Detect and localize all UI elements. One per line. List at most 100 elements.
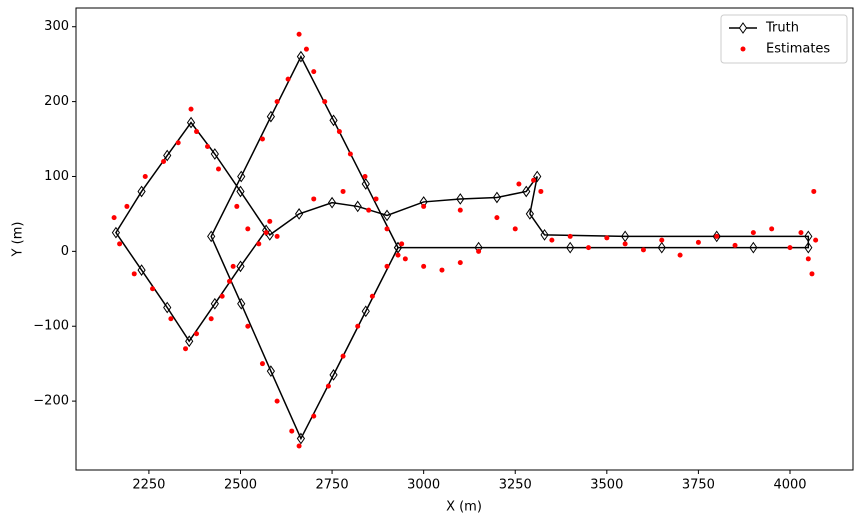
truth-marker [749,241,758,254]
truth-marker [804,241,813,254]
estimate-point [538,188,544,194]
estimate-point [476,248,482,254]
estimate-point [421,263,427,269]
estimate-point [384,226,390,232]
estimate-point [373,196,379,202]
x-tick-label: 4000 [773,478,806,493]
estimate-point [274,99,280,105]
estimate-point [274,233,280,239]
estimate-point [296,443,302,449]
estimate-point [549,237,555,243]
truth-marker [236,260,245,273]
estimate-point [369,293,375,299]
truth-marker [210,148,219,160]
estimate-point [805,256,811,262]
truth-marker [111,226,121,239]
estimate-point [311,196,317,202]
estimate-point [340,353,346,359]
truth-marker [712,230,721,243]
x-tick-label: 3000 [407,478,440,493]
estimate-point [586,245,592,251]
estimate-point [604,235,610,241]
estimate-point [216,166,222,172]
truth-marker [296,50,306,63]
x-tick-label: 3750 [682,478,715,493]
y-tick-label: −100 [33,319,69,334]
truth-marker [294,208,304,220]
estimate-point [769,226,775,232]
truth-marker [566,241,575,254]
estimate-point [567,233,573,239]
truth-marker [237,297,246,310]
estimate-point [512,226,518,232]
estimate-point [117,241,123,247]
truth-marker [236,185,245,198]
legend-marker [738,22,748,34]
estimate-point [245,226,251,232]
estimate-point [421,203,427,209]
estimate-point [131,271,137,277]
estimate-point [303,46,309,52]
truth-marker [210,297,219,310]
estimate-point [194,129,200,135]
truth-marker [533,170,542,183]
truth-marker [262,224,271,237]
estimate-point [322,99,328,105]
estimate-point [399,241,405,247]
estimate-point [296,31,302,37]
legend-label: Truth [765,21,799,36]
truth-marker [296,432,306,445]
estimate-point [750,230,756,236]
estimate-point [340,188,346,194]
truth-marker [237,170,246,183]
x-axis-label: X (m) [446,500,482,515]
x-tick-label: 2750 [316,478,349,493]
estimate-point [402,256,408,262]
plot-frame [75,7,854,471]
estimate-point [395,252,401,258]
truth-marker [382,209,392,222]
legend-box [720,14,848,64]
estimate-point [124,203,130,209]
estimate-point [311,69,317,75]
estimate-point [175,140,181,146]
estimate-point [259,361,265,367]
estimate-point [362,173,368,179]
estimate-point [142,173,148,179]
truth-marker [353,200,362,213]
estimate-point [267,218,273,224]
estimate-point [811,188,817,194]
y-tick-label: 300 [44,19,69,34]
estimate-point [494,215,500,221]
truth-marker [657,241,666,254]
truth-marker [525,208,535,220]
truth-marker [329,114,338,127]
estimate-point [516,181,522,187]
estimate-point [194,331,200,337]
estimate-point [714,233,720,239]
estimate-point [384,263,390,269]
estimate-point [234,203,240,209]
estimate-point [531,177,537,183]
truth-marker [185,335,194,348]
estimate-point [311,413,317,419]
truth-marker [186,116,196,129]
estimate-point [245,323,251,329]
legend-label: Estimates [766,42,830,57]
x-tick-label: 2250 [132,478,165,493]
truth-marker [540,229,549,241]
estimate-point [809,271,815,277]
truth-marker [327,196,337,209]
truth-marker [361,305,370,318]
estimate-point [205,144,211,150]
estimate-point [366,207,372,213]
estimate-point [787,245,793,251]
y-tick-label: −200 [33,394,69,409]
estimate-point [457,260,463,266]
estimate-point [256,241,262,247]
truth-marker [137,185,146,198]
x-tick-label: 3250 [499,478,532,493]
truth-marker [137,264,146,276]
estimate-point [798,230,804,236]
